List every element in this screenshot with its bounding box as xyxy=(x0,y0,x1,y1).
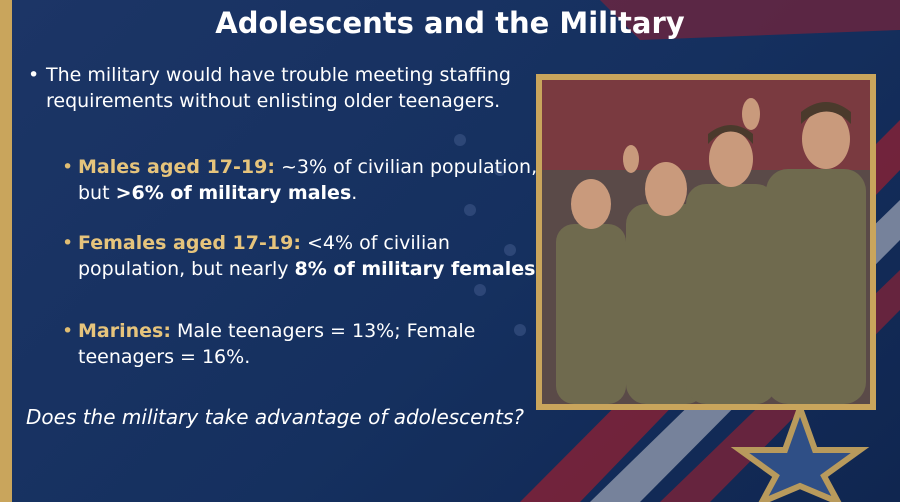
text-run: <4% of civilian population, but nearly xyxy=(78,232,450,280)
slide-title: Adolescents and the Military xyxy=(215,6,685,40)
accent-strip xyxy=(0,0,12,502)
text-run: 8% of military females xyxy=(294,258,536,280)
bullet: The military would have trouble meeting … xyxy=(28,62,526,114)
sub-bullet: Females aged 17-19: <4% of civilian popu… xyxy=(62,230,548,282)
sub-bullet: Marines: Male teenagers = 13%; Female te… xyxy=(62,318,548,370)
text-run: Male teenagers = 13%; Female teenagers =… xyxy=(78,320,476,368)
question: Does the military take advantage of adol… xyxy=(26,405,525,429)
text-run: Marines: xyxy=(78,320,171,342)
text-run: ~3% of civilian population, but xyxy=(78,156,538,204)
text-run: >6% of military males xyxy=(115,182,352,204)
sub-bullet: Males aged 17-19: ~3% of civilian popula… xyxy=(62,154,548,206)
text-run: Males aged 17-19: xyxy=(78,156,275,178)
photo xyxy=(536,74,876,410)
text-run: Females aged 17-19: xyxy=(78,232,301,254)
text-run: . xyxy=(351,182,358,204)
